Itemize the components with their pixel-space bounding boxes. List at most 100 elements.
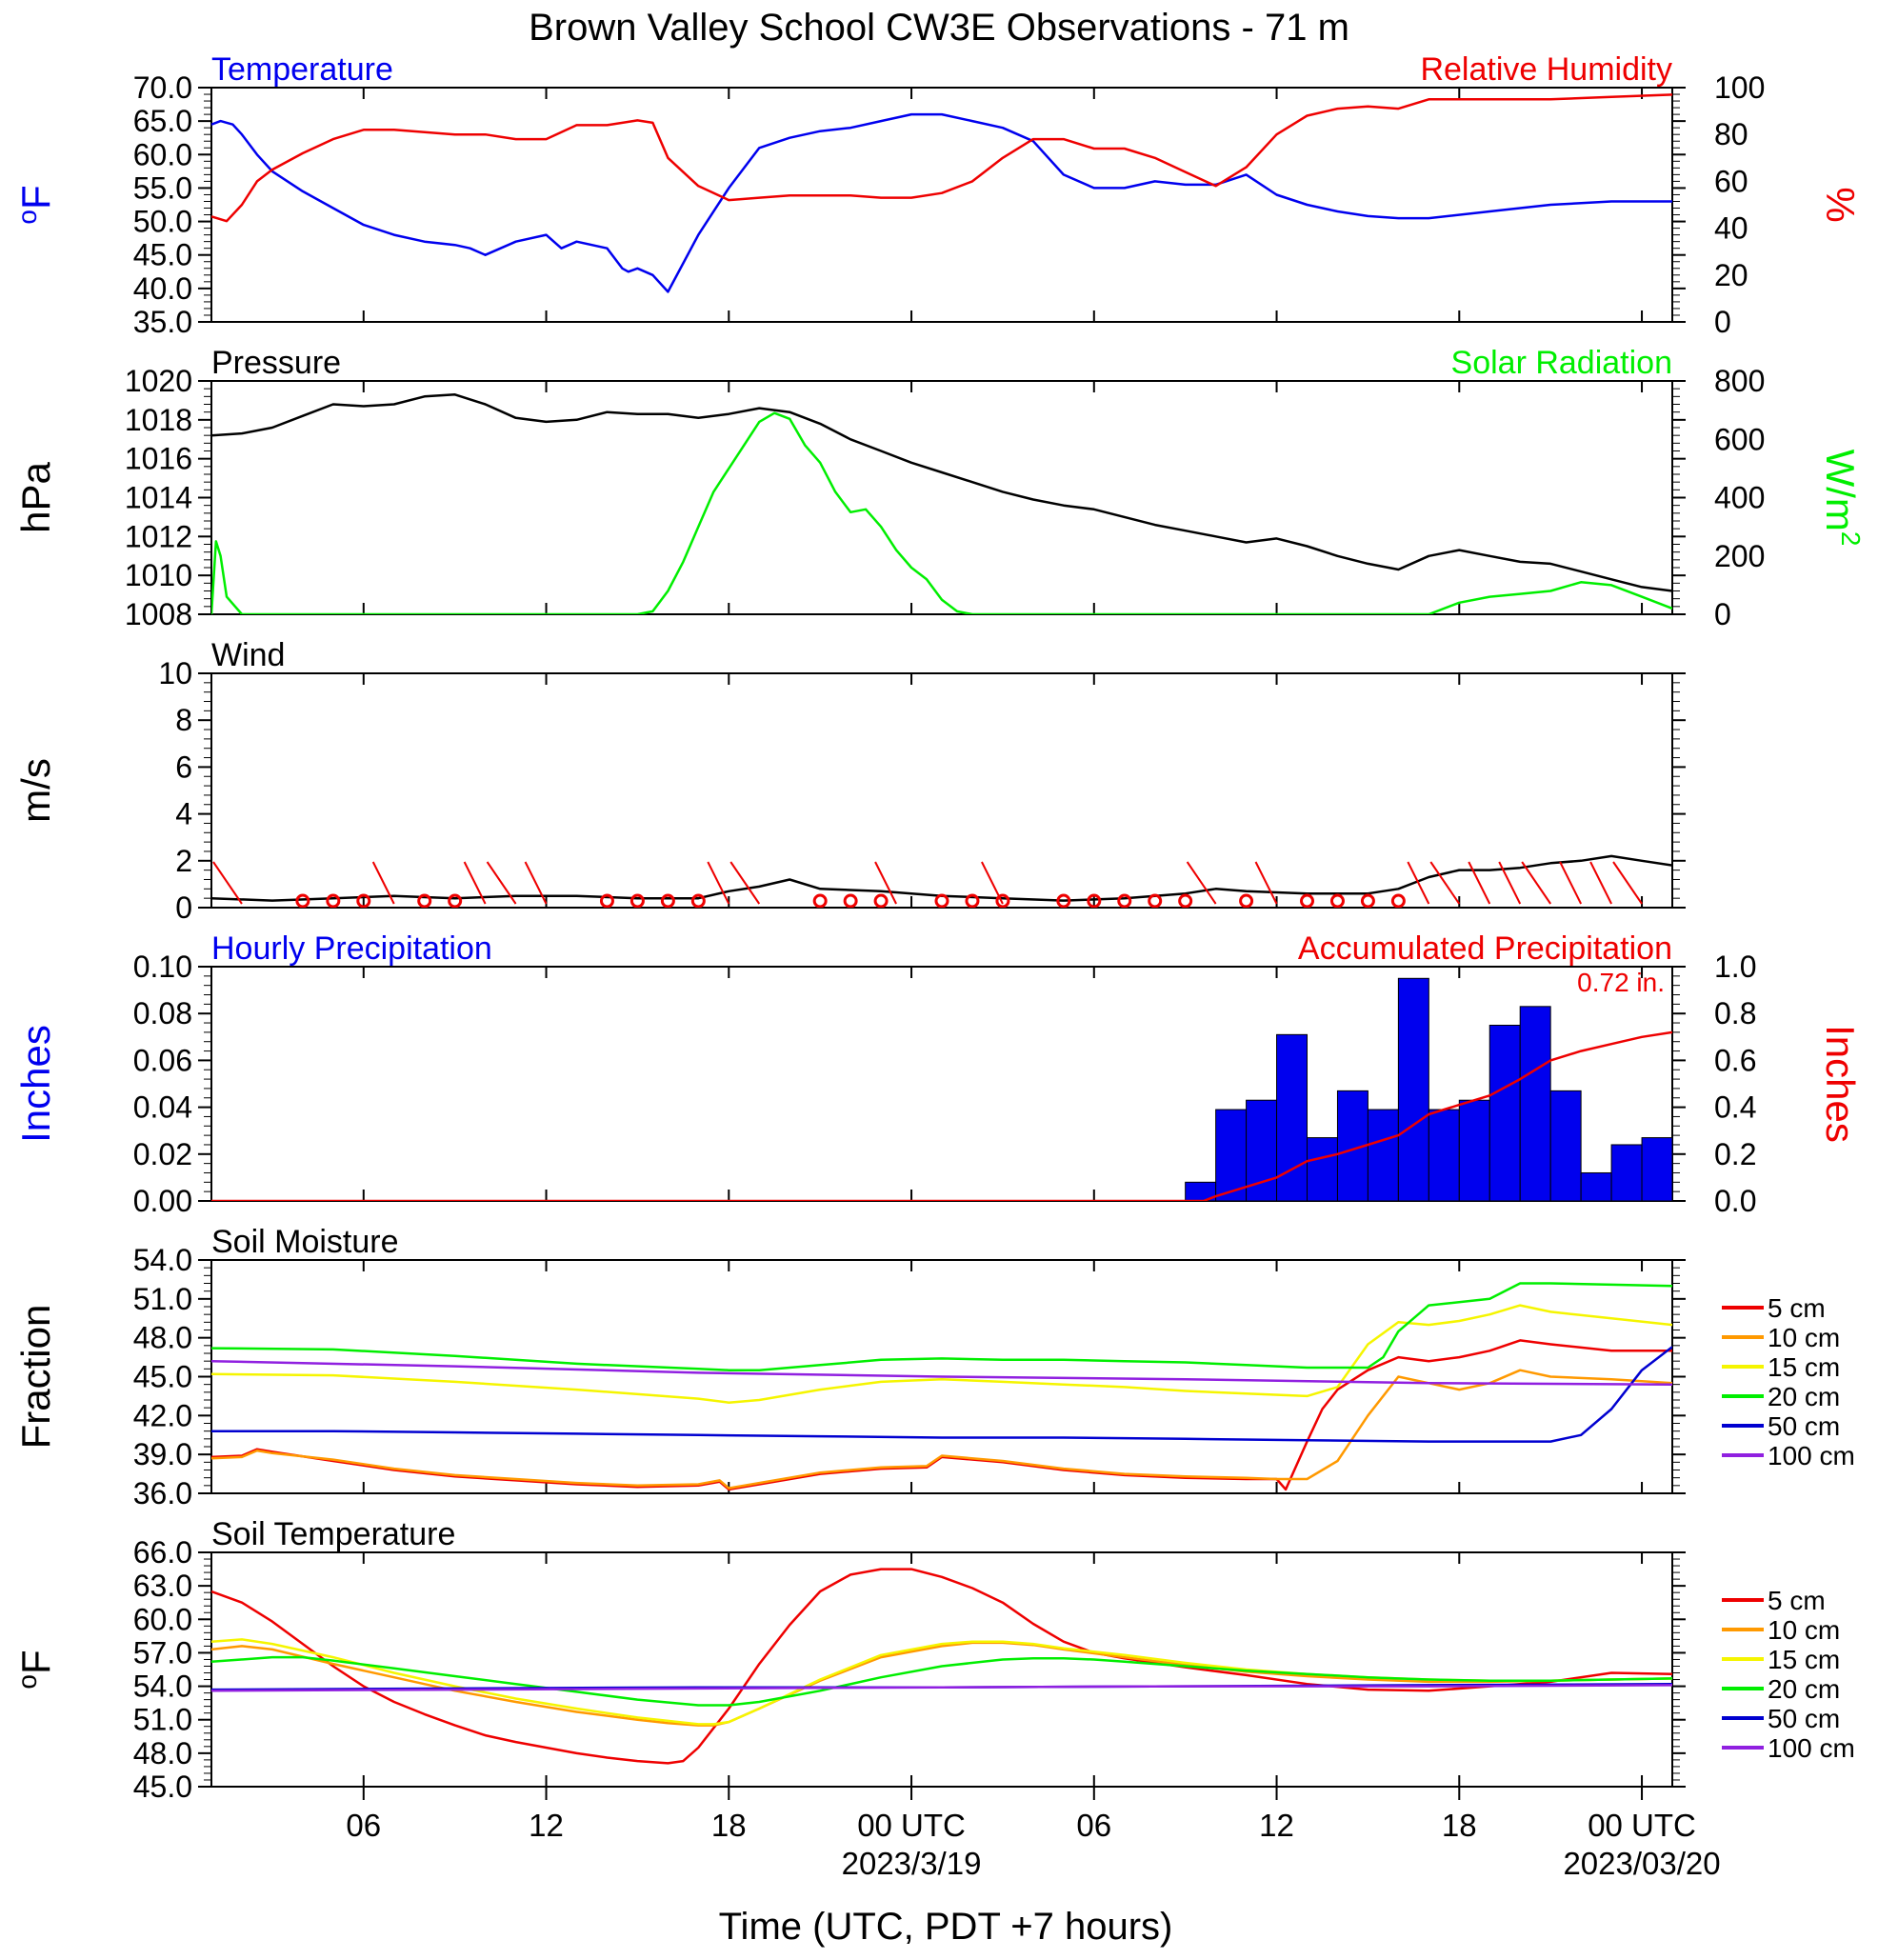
left-tick-label: 45.0 xyxy=(133,1770,192,1804)
panel-title-left: Soil Temperature xyxy=(211,1516,455,1552)
legend-label: 20 cm xyxy=(1768,1382,1840,1411)
panel-precip: 0.00 0.02 0.04 0.06 0.08 0.10 0.0 0.2 0.4 0.6 0.8 1… xyxy=(13,930,1863,1218)
right-tick-label: 0 xyxy=(1714,305,1731,339)
right-tick-label: 200 xyxy=(1714,539,1765,573)
time-tick-label: 00 UTC xyxy=(857,1808,966,1843)
right-tick-label: 0.0 xyxy=(1714,1184,1756,1218)
precip-bar xyxy=(1610,1144,1643,1201)
series-line xyxy=(211,1030,1672,1201)
series-line xyxy=(211,1304,1672,1404)
left-tick-label: 54.0 xyxy=(133,1670,192,1704)
wind-barb xyxy=(729,861,761,905)
calm-wind-marker xyxy=(660,893,675,908)
unit-base: W/m xyxy=(1818,450,1863,531)
panel-title-left: Hourly Precipitation xyxy=(211,930,492,967)
series-line xyxy=(211,1282,1672,1371)
left-tick-label: 4 xyxy=(175,797,192,831)
wind-barb xyxy=(1559,861,1583,905)
left-tick-label: 0.10 xyxy=(133,950,192,984)
left-axis-label: Fraction xyxy=(13,1305,58,1450)
legend-label: 5 cm xyxy=(1768,1586,1826,1615)
legend-label: 5 cm xyxy=(1768,1293,1826,1323)
left-tick-label: 48.0 xyxy=(133,1321,192,1355)
calm-wind-marker xyxy=(326,893,341,908)
wind-barb xyxy=(874,861,897,905)
left-tick-label: 55.0 xyxy=(133,170,192,205)
left-tick-label: 0.06 xyxy=(133,1043,192,1077)
panel-title-left: Soil Moisture xyxy=(211,1224,399,1260)
series-line xyxy=(211,1655,1672,1707)
panel-title-left: Temperature xyxy=(211,51,393,88)
wind-barb xyxy=(1612,861,1643,905)
left-tick-label: 6 xyxy=(175,750,192,784)
calm-wind-marker xyxy=(1329,893,1345,908)
plot-area xyxy=(211,1282,1672,1491)
right-tick-label: 80 xyxy=(1714,117,1748,151)
wind-barb xyxy=(1498,861,1522,905)
left-tick-label: 1008 xyxy=(125,597,192,631)
left-tick-label: 51.0 xyxy=(133,1703,192,1737)
left-tick-label: 8 xyxy=(175,703,192,737)
calm-wind-marker xyxy=(295,893,310,908)
left-tick-label: 1014 xyxy=(125,481,192,515)
series-line xyxy=(211,411,1672,614)
precip-bar xyxy=(1519,1006,1551,1201)
legend-label: 10 cm xyxy=(1768,1323,1840,1352)
panel-title-right: Solar Radiation xyxy=(1451,345,1672,381)
date-tick-label: 2023/3/19 xyxy=(842,1846,982,1881)
left-tick-label: 57.0 xyxy=(133,1635,192,1670)
panel-title-left: Pressure xyxy=(211,345,341,381)
left-tick-label: 60.0 xyxy=(133,1602,192,1636)
right-tick-label: 1.0 xyxy=(1714,950,1756,984)
plot-area xyxy=(211,393,1672,614)
calm-wind-marker xyxy=(934,893,949,908)
right-tick-label: 800 xyxy=(1714,364,1765,398)
panel-frame xyxy=(210,87,1673,323)
right-tick-label: 20 xyxy=(1714,258,1748,292)
right-tick-label: 0.2 xyxy=(1714,1137,1756,1171)
precip-bar xyxy=(1641,1137,1672,1201)
calm-wind-marker xyxy=(1148,893,1163,908)
wind-barb xyxy=(486,861,517,905)
left-tick-label: 0.08 xyxy=(133,996,192,1030)
time-tick-label: 00 UTC xyxy=(1588,1808,1696,1843)
calm-wind-marker xyxy=(599,893,614,908)
left-axis-label: hPa xyxy=(13,461,58,532)
calm-wind-marker xyxy=(843,893,858,908)
left-tick-label: 1012 xyxy=(125,519,192,553)
series-line xyxy=(211,1339,1672,1491)
wind-barb xyxy=(1429,861,1461,905)
panel-frame xyxy=(210,1551,1673,1788)
calm-wind-marker xyxy=(812,893,828,908)
left-tick-label: 10 xyxy=(158,656,192,690)
left-tick-label: 35.0 xyxy=(133,305,192,339)
figure-title: Brown Valley School CW3E Observations - … xyxy=(529,7,1349,49)
calm-wind-marker xyxy=(995,893,1010,908)
left-tick-label: 0 xyxy=(175,890,192,925)
left-tick-label: 40.0 xyxy=(133,271,192,306)
legend-label: 50 cm xyxy=(1768,1411,1840,1441)
legend-label: 100 cm xyxy=(1768,1733,1855,1763)
time-tick-label: 18 xyxy=(711,1808,747,1843)
right-tick-label: 400 xyxy=(1714,481,1765,515)
left-tick-label: 70.0 xyxy=(133,70,192,105)
degree-superscript: o xyxy=(12,210,42,225)
plot-area xyxy=(211,93,1672,293)
left-tick-label: 36.0 xyxy=(133,1476,192,1510)
date-tick-label: 2023/03/20 xyxy=(1563,1846,1720,1881)
left-tick-label: 1018 xyxy=(125,403,192,437)
left-tick-label: 50.0 xyxy=(133,205,192,239)
series-line xyxy=(211,1359,1672,1386)
wind-barb xyxy=(463,861,487,905)
calm-wind-marker xyxy=(417,893,432,908)
series-line xyxy=(211,1568,1672,1765)
left-axis-label: oF xyxy=(12,1650,58,1689)
precip-bar xyxy=(1458,1099,1490,1201)
left-tick-label: 66.0 xyxy=(133,1535,192,1570)
right-tick-label: 0.6 xyxy=(1714,1043,1756,1077)
wind-barb xyxy=(371,861,395,905)
right-tick-label: 0 xyxy=(1714,597,1731,631)
unit-superscript: 2 xyxy=(1836,531,1866,547)
